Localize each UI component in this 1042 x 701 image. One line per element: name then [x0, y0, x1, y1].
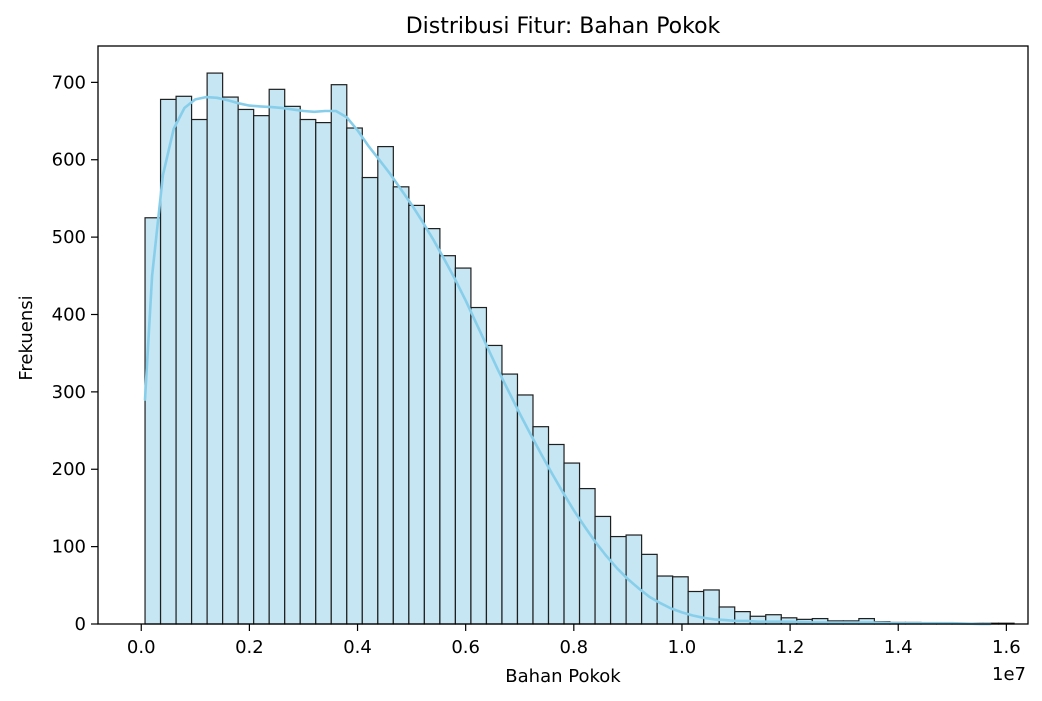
y-tick-label: 600 — [52, 150, 86, 171]
chart-title: Distribusi Fitur: Bahan Pokok — [406, 14, 721, 39]
x-axis-ticks: 0.0 0.2 0.4 0.6 0.8 1.0 1.2 1.4 1.6 — [127, 624, 1021, 658]
histogram-bar — [392, 186, 410, 625]
y-tick-label: 200 — [52, 459, 86, 480]
histogram-bar — [656, 575, 674, 625]
x-tick-label: 0.0 — [127, 637, 156, 658]
histogram-bar — [268, 88, 286, 625]
histogram-bar — [516, 394, 534, 625]
histogram-bar — [330, 84, 348, 625]
histogram-bar — [578, 487, 596, 625]
histogram-bar — [423, 228, 441, 625]
histogram-bar — [361, 176, 379, 625]
y-tick-label: 400 — [52, 304, 86, 325]
x-tick-label: 0.8 — [559, 637, 588, 658]
histogram-bar — [222, 96, 239, 625]
histogram-bar — [175, 95, 193, 625]
histogram-bar — [439, 255, 457, 625]
histogram-bar — [532, 426, 550, 625]
plot-frame — [97, 45, 1029, 625]
histogram-bar — [485, 344, 503, 625]
histogram-bar — [190, 118, 208, 625]
x-tick-label: 1.2 — [776, 637, 805, 658]
histogram-bar — [299, 118, 317, 625]
histogram-bar — [377, 145, 394, 625]
histogram-bar — [687, 590, 705, 625]
histogram-bar — [563, 462, 581, 625]
histogram-bar — [672, 576, 689, 625]
bars-group — [144, 72, 1015, 625]
histogram-bar — [594, 515, 612, 625]
histogram-bar — [315, 122, 332, 625]
histogram-bar — [454, 267, 472, 625]
histogram-bar — [609, 535, 627, 625]
y-tick-label: 300 — [52, 382, 86, 403]
x-tick-label: 1.0 — [668, 637, 697, 658]
y-tick-label: 0 — [75, 614, 86, 635]
x-axis-offset-label: 1e7 — [992, 664, 1026, 685]
x-tick-label: 1.4 — [884, 637, 913, 658]
y-tick-label: 100 — [52, 537, 86, 558]
y-tick-label: 500 — [52, 227, 86, 248]
histogram-bar — [237, 108, 255, 625]
histogram-bar — [470, 306, 488, 625]
histogram-bar — [253, 115, 270, 625]
y-axis-label: Frekuensi — [16, 295, 37, 380]
y-axis-ticks: 0 100 200 300 400 500 600 700 — [52, 72, 98, 635]
x-axis-label: Bahan Pokok — [505, 666, 621, 687]
histogram-bar — [206, 72, 224, 625]
x-tick-label: 0.2 — [235, 637, 264, 658]
histogram-bar — [501, 373, 519, 625]
kde-curve — [143, 95, 992, 626]
histogram-bar — [346, 127, 363, 625]
y-tick-label: 700 — [52, 72, 86, 93]
x-tick-label: 0.4 — [343, 637, 372, 658]
x-tick-label: 0.6 — [451, 637, 480, 658]
histogram-bar — [284, 105, 301, 625]
histogram-bar — [641, 553, 658, 625]
x-tick-label: 1.6 — [992, 637, 1021, 658]
histogram-bar — [408, 204, 425, 625]
